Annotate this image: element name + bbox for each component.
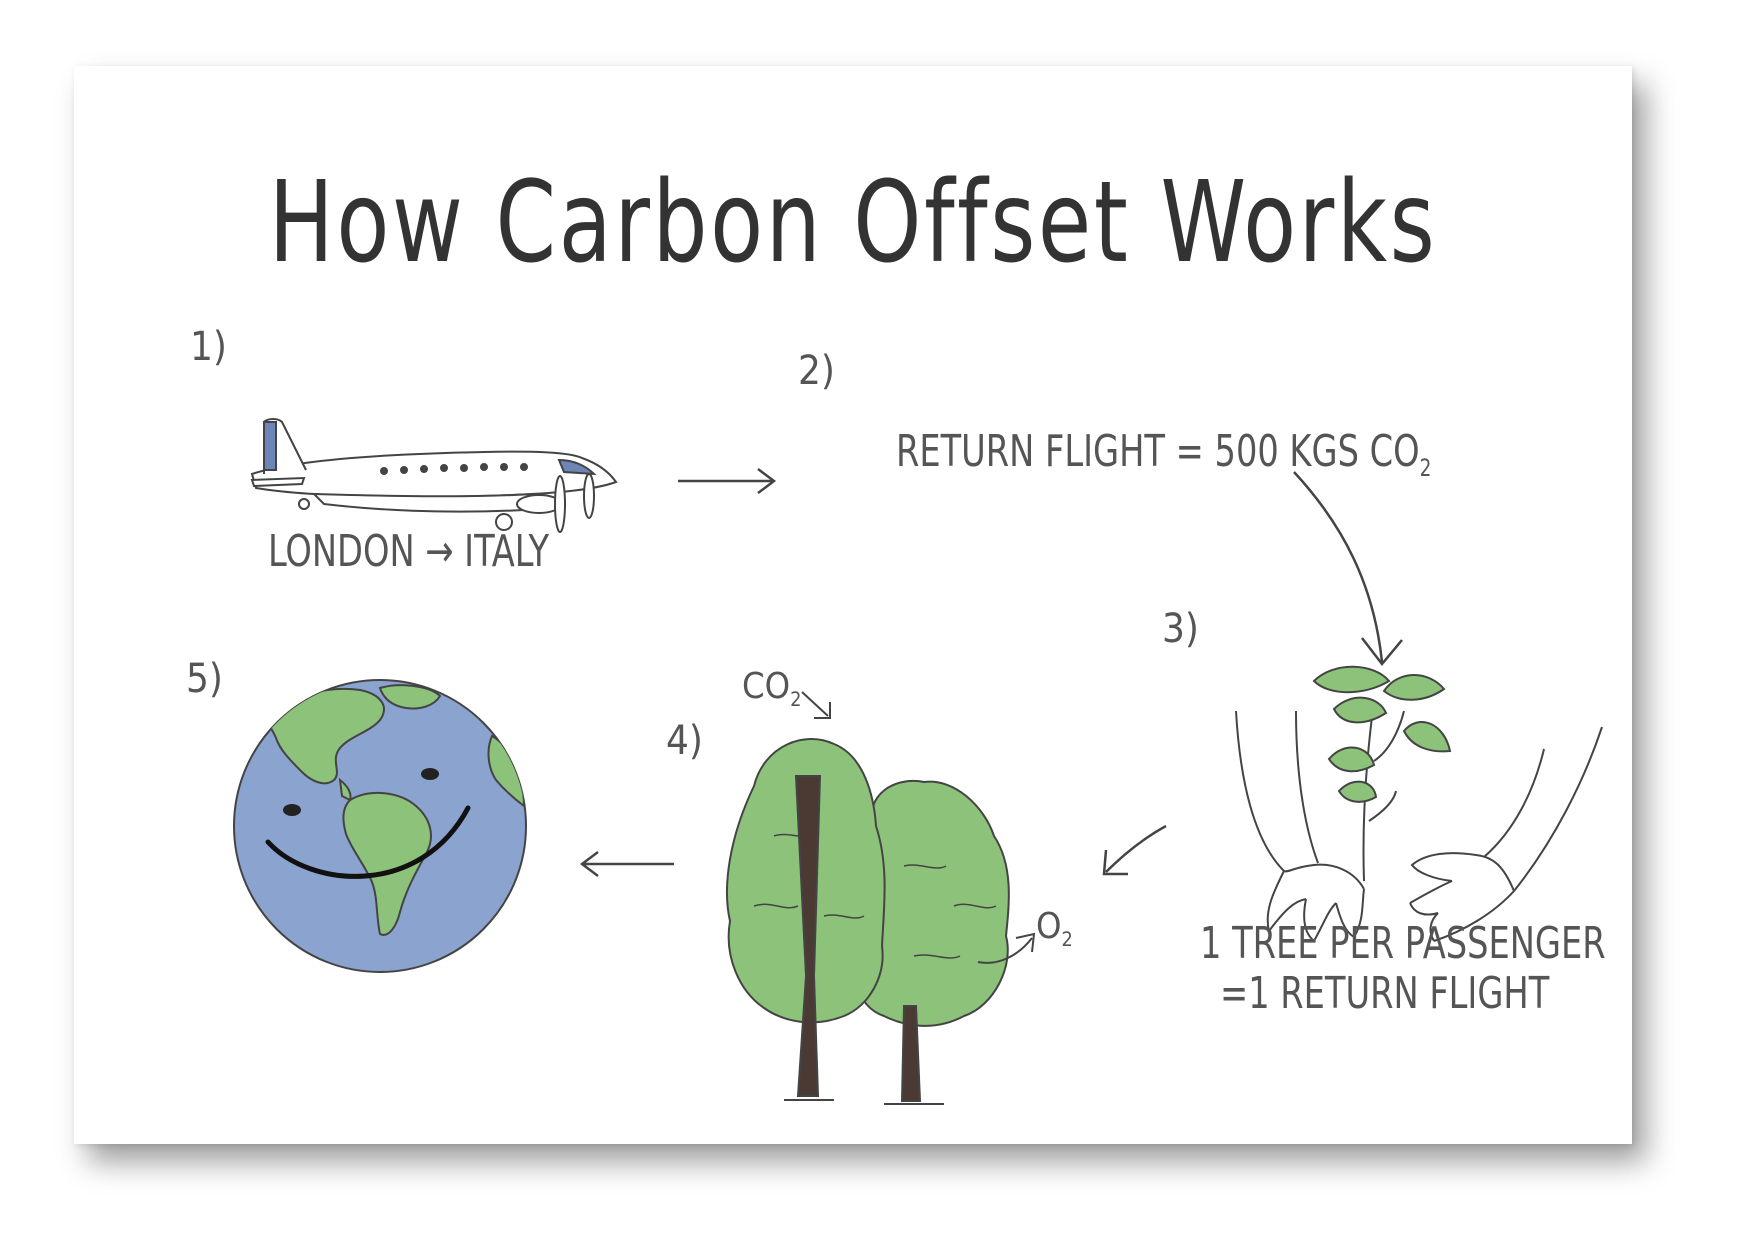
step-5-number: 5) xyxy=(186,656,223,702)
trees-icon xyxy=(726,738,1010,1105)
page-title: How Carbon Offset Works xyxy=(268,158,1438,288)
step-2-number: 2) xyxy=(798,348,835,394)
co2-arrow-icon xyxy=(801,691,831,719)
step-3-number: 3) xyxy=(1162,606,1199,652)
step-1-caption: LONDON → ITALY xyxy=(268,526,550,577)
step-4-o2-sub: 2 xyxy=(1061,928,1073,952)
airplane-icon xyxy=(250,418,618,533)
step-4-co2-main: CO xyxy=(742,666,791,707)
step-3-line-1: 1 TREE PER PASSENGER xyxy=(1200,918,1606,969)
step-4-co2-sub: 2 xyxy=(790,688,802,712)
o2-arrow-icon xyxy=(977,932,1036,964)
step-2-emission-sub: 2 xyxy=(1419,453,1432,482)
arrow-down-left-icon xyxy=(1102,824,1167,876)
step-4-o2-label: O2 xyxy=(1036,906,1073,951)
infographic-card: How Carbon Offset Works 1) LONDON → xyxy=(74,66,1632,1144)
step-3-line-2: =1 RETURN FLIGHT xyxy=(1220,968,1550,1019)
step-1-number: 1) xyxy=(190,324,227,370)
arrow-right-icon xyxy=(678,468,777,494)
hands-seedling-icon xyxy=(1235,665,1603,942)
smiling-earth-icon xyxy=(233,679,527,973)
step-2-emission-main: RETURN FLIGHT = 500 KGS CO xyxy=(896,426,1420,477)
step-4-co2-label: CO2 xyxy=(742,666,801,711)
step-2-emission-text: RETURN FLIGHT = 500 KGS CO2 xyxy=(896,426,1431,482)
step-4-number: 4) xyxy=(666,718,703,764)
arrow-left-icon xyxy=(579,851,674,877)
curved-arrow-down-icon xyxy=(1293,471,1403,666)
step-4-o2-main: O xyxy=(1036,906,1062,947)
